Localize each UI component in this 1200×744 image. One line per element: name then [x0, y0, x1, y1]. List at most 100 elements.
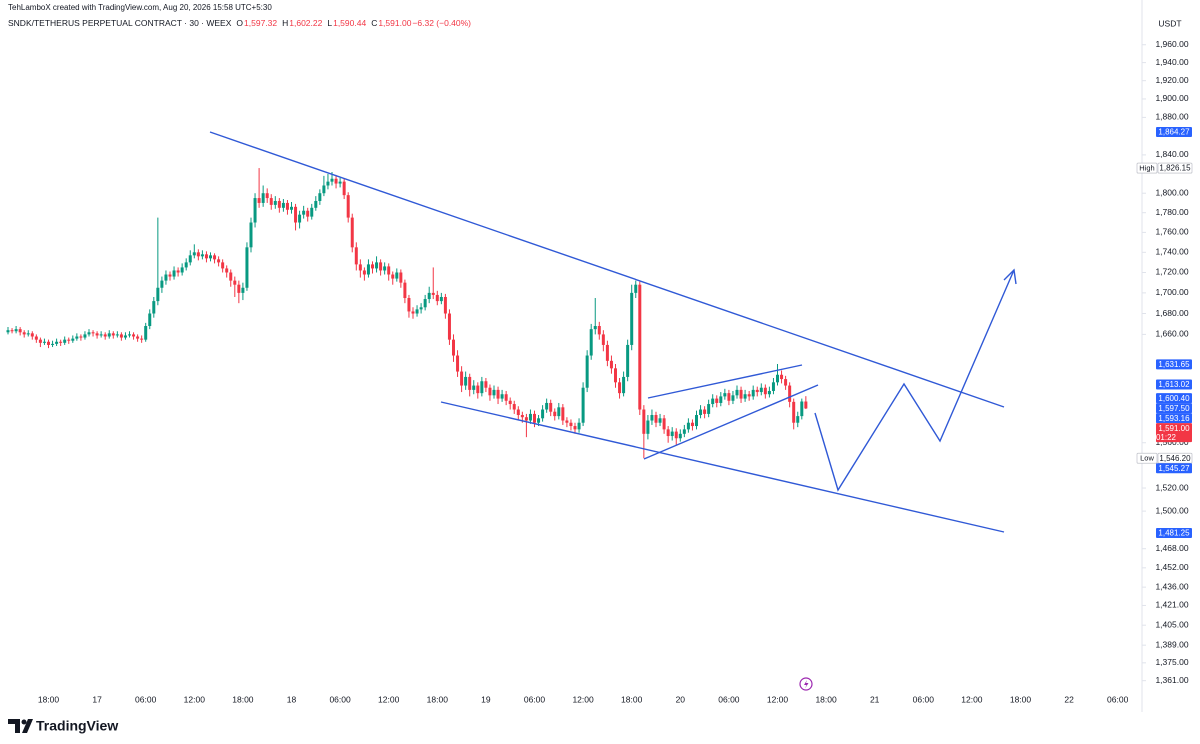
candle-body — [156, 287, 160, 302]
candle-body — [597, 326, 601, 335]
lightning[interactable] — [804, 680, 809, 689]
y-tick-label: 1,880.00 — [1155, 112, 1188, 122]
candle-body — [14, 329, 18, 332]
price-tag: Low — [1140, 454, 1154, 463]
candle-body — [622, 376, 626, 394]
candle-body — [496, 389, 500, 399]
y-tick-label: 1,405.00 — [1155, 619, 1188, 629]
candle-body — [253, 198, 257, 223]
candle-body — [464, 376, 468, 386]
candle-body — [322, 185, 326, 194]
brand[interactable]: TradingView — [36, 718, 118, 734]
x-tick-label: 06:00 — [329, 694, 351, 704]
candle-body — [176, 270, 180, 273]
price-label-box — [1156, 393, 1192, 404]
candle-body — [310, 207, 314, 217]
candle-body — [140, 338, 144, 340]
candle-body — [415, 309, 419, 314]
candle-body — [196, 252, 200, 257]
candle-body — [330, 178, 334, 182]
x-tick-label: 21 — [870, 694, 880, 704]
logo-dot[interactable] — [21, 719, 27, 725]
candle-body — [164, 274, 168, 281]
candle-body — [281, 202, 285, 208]
candle-body — [520, 415, 524, 418]
candle-body — [800, 401, 804, 417]
candle-body — [642, 409, 646, 434]
candle-body — [87, 332, 91, 335]
candle-body — [508, 400, 512, 405]
candle-body — [541, 409, 545, 419]
candle-body — [358, 264, 362, 271]
y-tick-label: 1,500.00 — [1155, 505, 1188, 515]
candle-body — [26, 333, 30, 335]
legend-item: 1,591.00 — [378, 18, 411, 28]
price-tag: High — [1139, 164, 1154, 173]
candle-body — [638, 284, 642, 410]
candle-body — [646, 420, 650, 434]
drawings — [209, 131, 1017, 533]
candle-body — [119, 334, 123, 338]
candle-body — [447, 313, 451, 340]
x-tick-label: 12:00 — [572, 694, 594, 704]
x-tick-label: 12:00 — [378, 694, 400, 704]
event-icon[interactable] — [799, 677, 813, 691]
candle-body — [715, 398, 719, 403]
candle-body — [735, 389, 739, 396]
candle-body — [71, 338, 75, 341]
candle-body — [703, 409, 707, 414]
candle-body — [545, 402, 549, 410]
candle-body — [233, 280, 237, 285]
candle-body — [743, 394, 747, 399]
x-tick-label: 06:00 — [718, 694, 740, 704]
candle-body — [650, 415, 654, 421]
candle-body — [512, 404, 516, 410]
candle-body — [136, 336, 140, 339]
logo[interactable]: TradingView — [8, 718, 118, 734]
price-label-box — [1156, 423, 1192, 443]
y-tick-label: 1,960.00 — [1155, 39, 1188, 49]
x-tick-label: 06:00 — [135, 694, 157, 704]
candle-body — [38, 339, 42, 343]
candle-body — [601, 334, 605, 345]
price-label: 1,545.27 — [1158, 464, 1190, 473]
logo-mark[interactable] — [8, 719, 20, 733]
price-label: 1,597.50 — [1158, 404, 1190, 413]
candle-body — [83, 334, 87, 338]
candle-body — [557, 407, 561, 417]
candle-body — [719, 396, 723, 403]
candle-body — [22, 332, 26, 335]
candle-body — [152, 301, 156, 314]
candle-body — [674, 431, 678, 439]
candle-body — [593, 326, 597, 330]
logo-mark[interactable] — [22, 719, 33, 733]
price-label-box — [1157, 162, 1193, 174]
candle-body — [290, 206, 293, 210]
candle-body — [200, 254, 204, 257]
candle-body — [784, 379, 788, 386]
y-tick-label: 1,468.00 — [1155, 543, 1188, 553]
candle-body — [699, 409, 703, 416]
legend-item: −6.32 (−0.40%) — [412, 18, 471, 28]
candle-body — [395, 272, 399, 279]
candle-body — [419, 307, 423, 310]
candle-body — [723, 393, 727, 397]
y-tick-label: 1,452.00 — [1155, 562, 1188, 572]
candle-body — [443, 296, 447, 314]
candle-body — [630, 292, 634, 345]
countdown: 01:22 — [1156, 433, 1177, 442]
candle-body — [480, 381, 484, 394]
candle-body — [99, 334, 103, 336]
candle-body — [148, 313, 152, 327]
price-label: 1,864.27 — [1158, 128, 1190, 137]
legend-item: 1,602.22 — [289, 18, 322, 28]
candle-body — [10, 330, 14, 332]
candle-body — [626, 344, 630, 377]
candle-body — [95, 333, 99, 336]
x-tick-label: 12:00 — [961, 694, 983, 704]
y-tick-label: 1,900.00 — [1155, 93, 1188, 103]
candle-body — [285, 202, 289, 210]
candle-body — [350, 217, 354, 248]
